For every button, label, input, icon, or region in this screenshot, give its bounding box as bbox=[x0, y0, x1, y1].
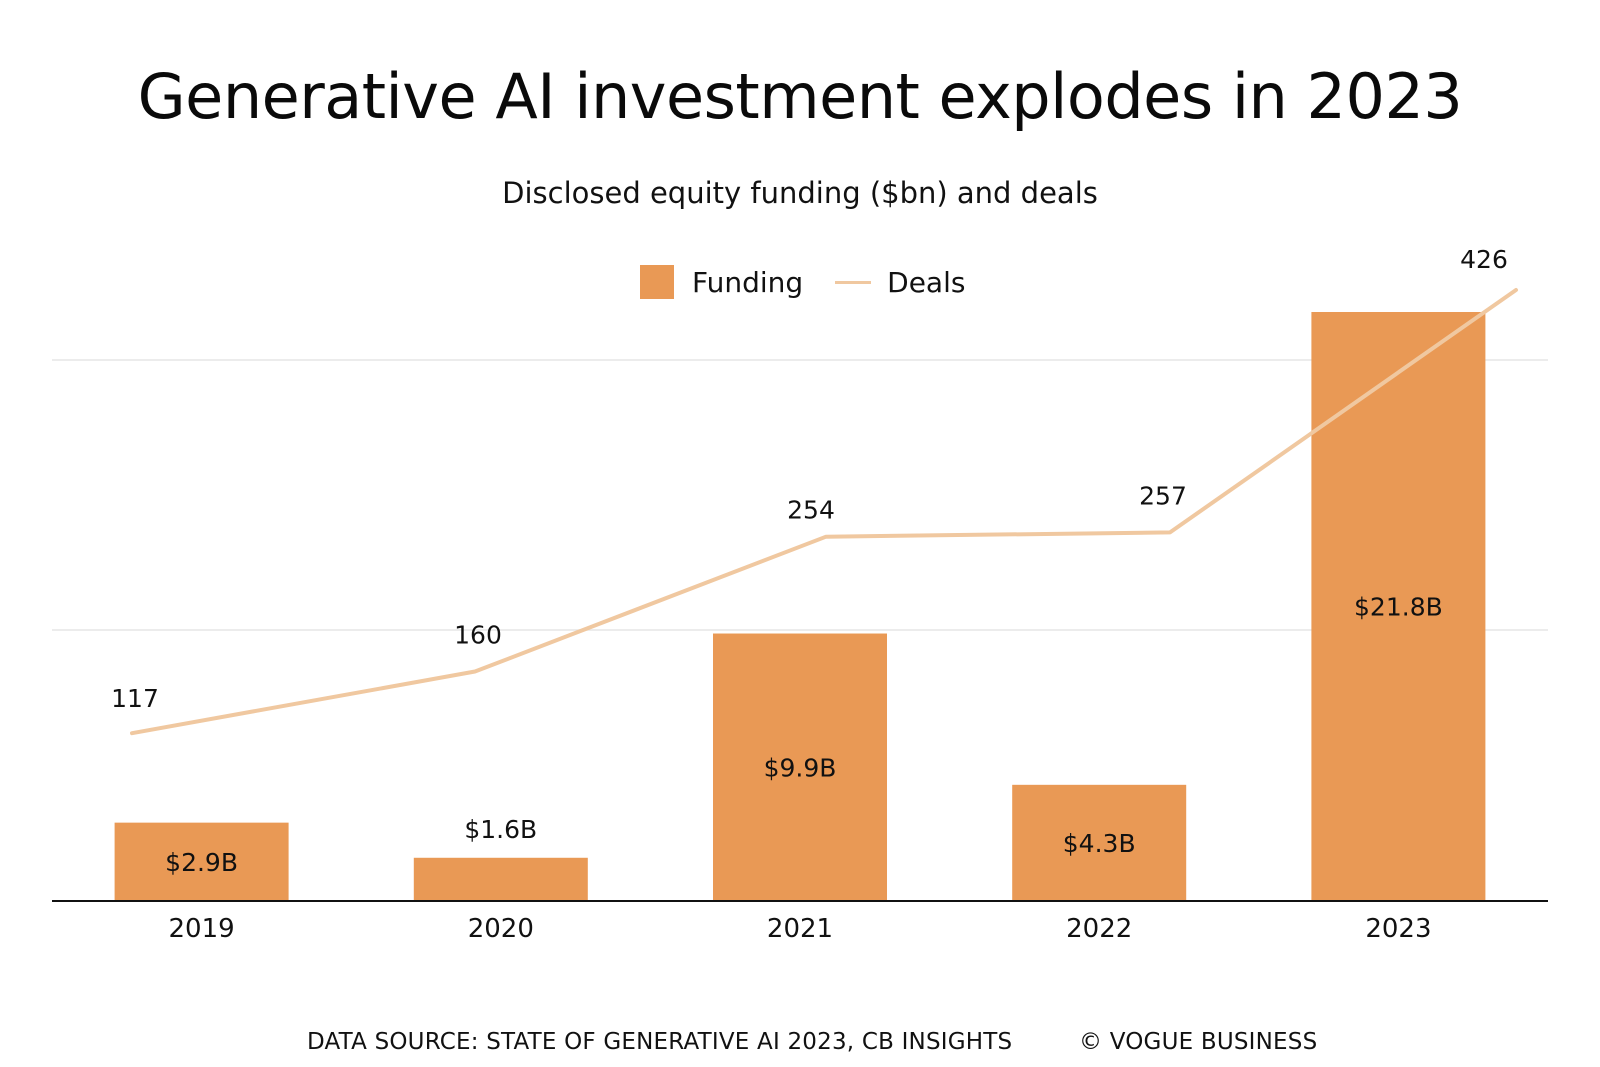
x-tick-label: 2023 bbox=[1365, 914, 1431, 944]
funding-bar bbox=[413, 857, 588, 901]
funding-bar bbox=[1012, 784, 1187, 901]
funding-value-label: $1.6B bbox=[464, 815, 537, 844]
funding-value-label: $2.9B bbox=[165, 848, 238, 877]
funding-bar bbox=[713, 633, 887, 901]
data-source-note: DATA SOURCE: STATE OF GENERATIVE AI 2023… bbox=[307, 1029, 1013, 1055]
funding-bar bbox=[114, 822, 289, 901]
chart-subtitle: Disclosed equity funding ($bn) and deals bbox=[502, 176, 1098, 210]
funding-bar bbox=[1311, 312, 1486, 901]
deals-value-label: 257 bbox=[1139, 481, 1187, 510]
funding-value-label: $4.3B bbox=[1063, 829, 1136, 858]
copyright-credit: © VOGUE BUSINESS bbox=[1079, 1029, 1318, 1055]
x-tick-label: 2021 bbox=[767, 914, 833, 944]
funding-value-label: $21.8B bbox=[1354, 593, 1443, 622]
deals-value-label: 117 bbox=[111, 684, 159, 713]
chart-title: Generative AI investment explodes in 202… bbox=[137, 60, 1463, 133]
deals-value-label: 160 bbox=[454, 621, 502, 650]
deals-line bbox=[130, 288, 1518, 736]
chart-legend: Funding Deals bbox=[640, 262, 965, 302]
x-tick-label: 2022 bbox=[1066, 914, 1132, 944]
funding-legend-swatch bbox=[640, 265, 674, 299]
funding-value-label: $9.9B bbox=[764, 753, 837, 782]
deals-legend-label: Deals bbox=[887, 265, 966, 299]
funding-legend-label: Funding bbox=[692, 265, 804, 299]
deals-legend-swatch bbox=[835, 280, 872, 284]
x-tick-label: 2019 bbox=[169, 914, 235, 944]
deals-value-label: 254 bbox=[787, 496, 835, 525]
deals-value-label: 426 bbox=[1460, 245, 1508, 274]
x-tick-label: 2020 bbox=[468, 914, 534, 944]
